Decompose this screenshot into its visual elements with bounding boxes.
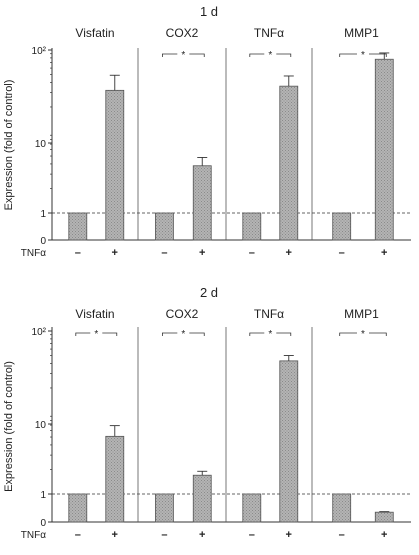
panel-4: MMP1 – + * — [332, 26, 394, 259]
bar — [105, 435, 125, 523]
bar — [192, 165, 212, 241]
significance-bracket — [75, 332, 91, 336]
panel-2: COX2 – + * — [154, 26, 227, 259]
x-tick-label: + — [381, 247, 387, 259]
bar — [332, 493, 352, 523]
x-tick-label: + — [381, 529, 387, 541]
significance-bracket — [339, 53, 357, 57]
panel-1: Visfatin – + * — [68, 307, 139, 541]
y-axis-label: Expression (fold of control) — [3, 80, 15, 211]
y-tick-label: 10² — [32, 327, 47, 338]
significance-marker: * — [268, 329, 272, 340]
x-tick-label: – — [339, 529, 345, 541]
bar — [374, 511, 394, 523]
significance-bracket — [162, 332, 178, 336]
significance-bracket — [249, 332, 265, 336]
bar — [242, 212, 262, 241]
bar — [192, 474, 212, 523]
panel-name: Visfatin — [75, 26, 114, 40]
significance-bracket — [189, 332, 205, 336]
x-tick-label: + — [199, 247, 205, 259]
x-tick-label: + — [286, 529, 292, 541]
panel-3: TNFα – + * — [242, 26, 313, 259]
panel-name: COX2 — [166, 26, 199, 40]
bar — [242, 493, 262, 523]
significance-marker: * — [361, 50, 365, 61]
x-tick-label: – — [161, 247, 167, 259]
x-tick-label: – — [339, 247, 345, 259]
x-tick-label: + — [286, 247, 292, 259]
x-tick-label: + — [199, 529, 205, 541]
bar — [374, 58, 394, 241]
bar — [154, 212, 174, 241]
panel-3: TNFα – + * — [242, 307, 313, 541]
chart-title: 1 d — [200, 4, 218, 19]
panel-name: COX2 — [166, 307, 199, 321]
bar — [105, 89, 125, 241]
y-tick-label: 0 — [40, 236, 46, 247]
bar — [279, 360, 299, 523]
significance-marker: * — [268, 50, 272, 61]
y-tick-label: 10 — [35, 420, 47, 431]
bar — [279, 85, 299, 241]
significance-marker: * — [361, 329, 365, 340]
significance-marker: * — [94, 329, 98, 340]
significance-bracket — [368, 53, 387, 57]
x-tick-label: – — [75, 247, 81, 259]
significance-marker: * — [181, 329, 185, 340]
significance-bracket — [368, 332, 387, 336]
panel-4: MMP1 – + * — [332, 307, 394, 541]
panel-name: Visfatin — [75, 307, 114, 321]
significance-bracket — [189, 53, 205, 57]
significance-bracket — [339, 332, 357, 336]
significance-bracket — [102, 332, 118, 336]
significance-bracket — [162, 53, 178, 57]
y-tick-label: 1 — [40, 209, 46, 220]
x-tick-label: – — [161, 529, 167, 541]
x-tick-label: + — [112, 247, 118, 259]
panel-name: TNFα — [254, 307, 284, 321]
panel-name: MMP1 — [344, 307, 379, 321]
panel-name: TNFα — [254, 26, 284, 40]
x-tick-label: + — [112, 529, 118, 541]
y-tick-label: 10² — [32, 46, 47, 57]
chart-1: 1 d Expression (fold of control) 0 1 10 10² Vi… — [3, 4, 411, 259]
chart-title: 2 d — [200, 285, 218, 300]
y-tick-label: 10 — [35, 139, 47, 150]
treatment-row-label: TNFα — [21, 530, 46, 541]
y-tick-label: 1 — [40, 490, 46, 501]
panel-1: Visfatin – + — [68, 26, 139, 259]
chart-2: 2 d Expression (fold of control) 0 1 10 10² Vi… — [3, 285, 411, 541]
y-axis-label: Expression (fold of control) — [3, 361, 15, 492]
bar — [154, 493, 174, 523]
panel-name: MMP1 — [344, 26, 379, 40]
x-tick-label: – — [75, 529, 81, 541]
bar — [332, 212, 352, 241]
panel-2: COX2 – + * — [154, 307, 227, 541]
treatment-row-label: TNFα — [21, 248, 46, 259]
bar — [68, 493, 88, 523]
y-tick-label: 0 — [40, 518, 46, 529]
x-tick-label: – — [249, 529, 255, 541]
significance-bracket — [276, 53, 292, 57]
bar — [68, 212, 88, 241]
significance-bracket — [276, 332, 292, 336]
x-tick-label: – — [249, 247, 255, 259]
significance-bracket — [249, 53, 265, 57]
significance-marker: * — [181, 50, 185, 61]
